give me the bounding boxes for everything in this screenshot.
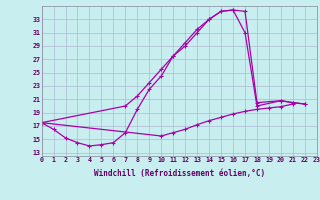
X-axis label: Windchill (Refroidissement éolien,°C): Windchill (Refroidissement éolien,°C) xyxy=(94,169,265,178)
